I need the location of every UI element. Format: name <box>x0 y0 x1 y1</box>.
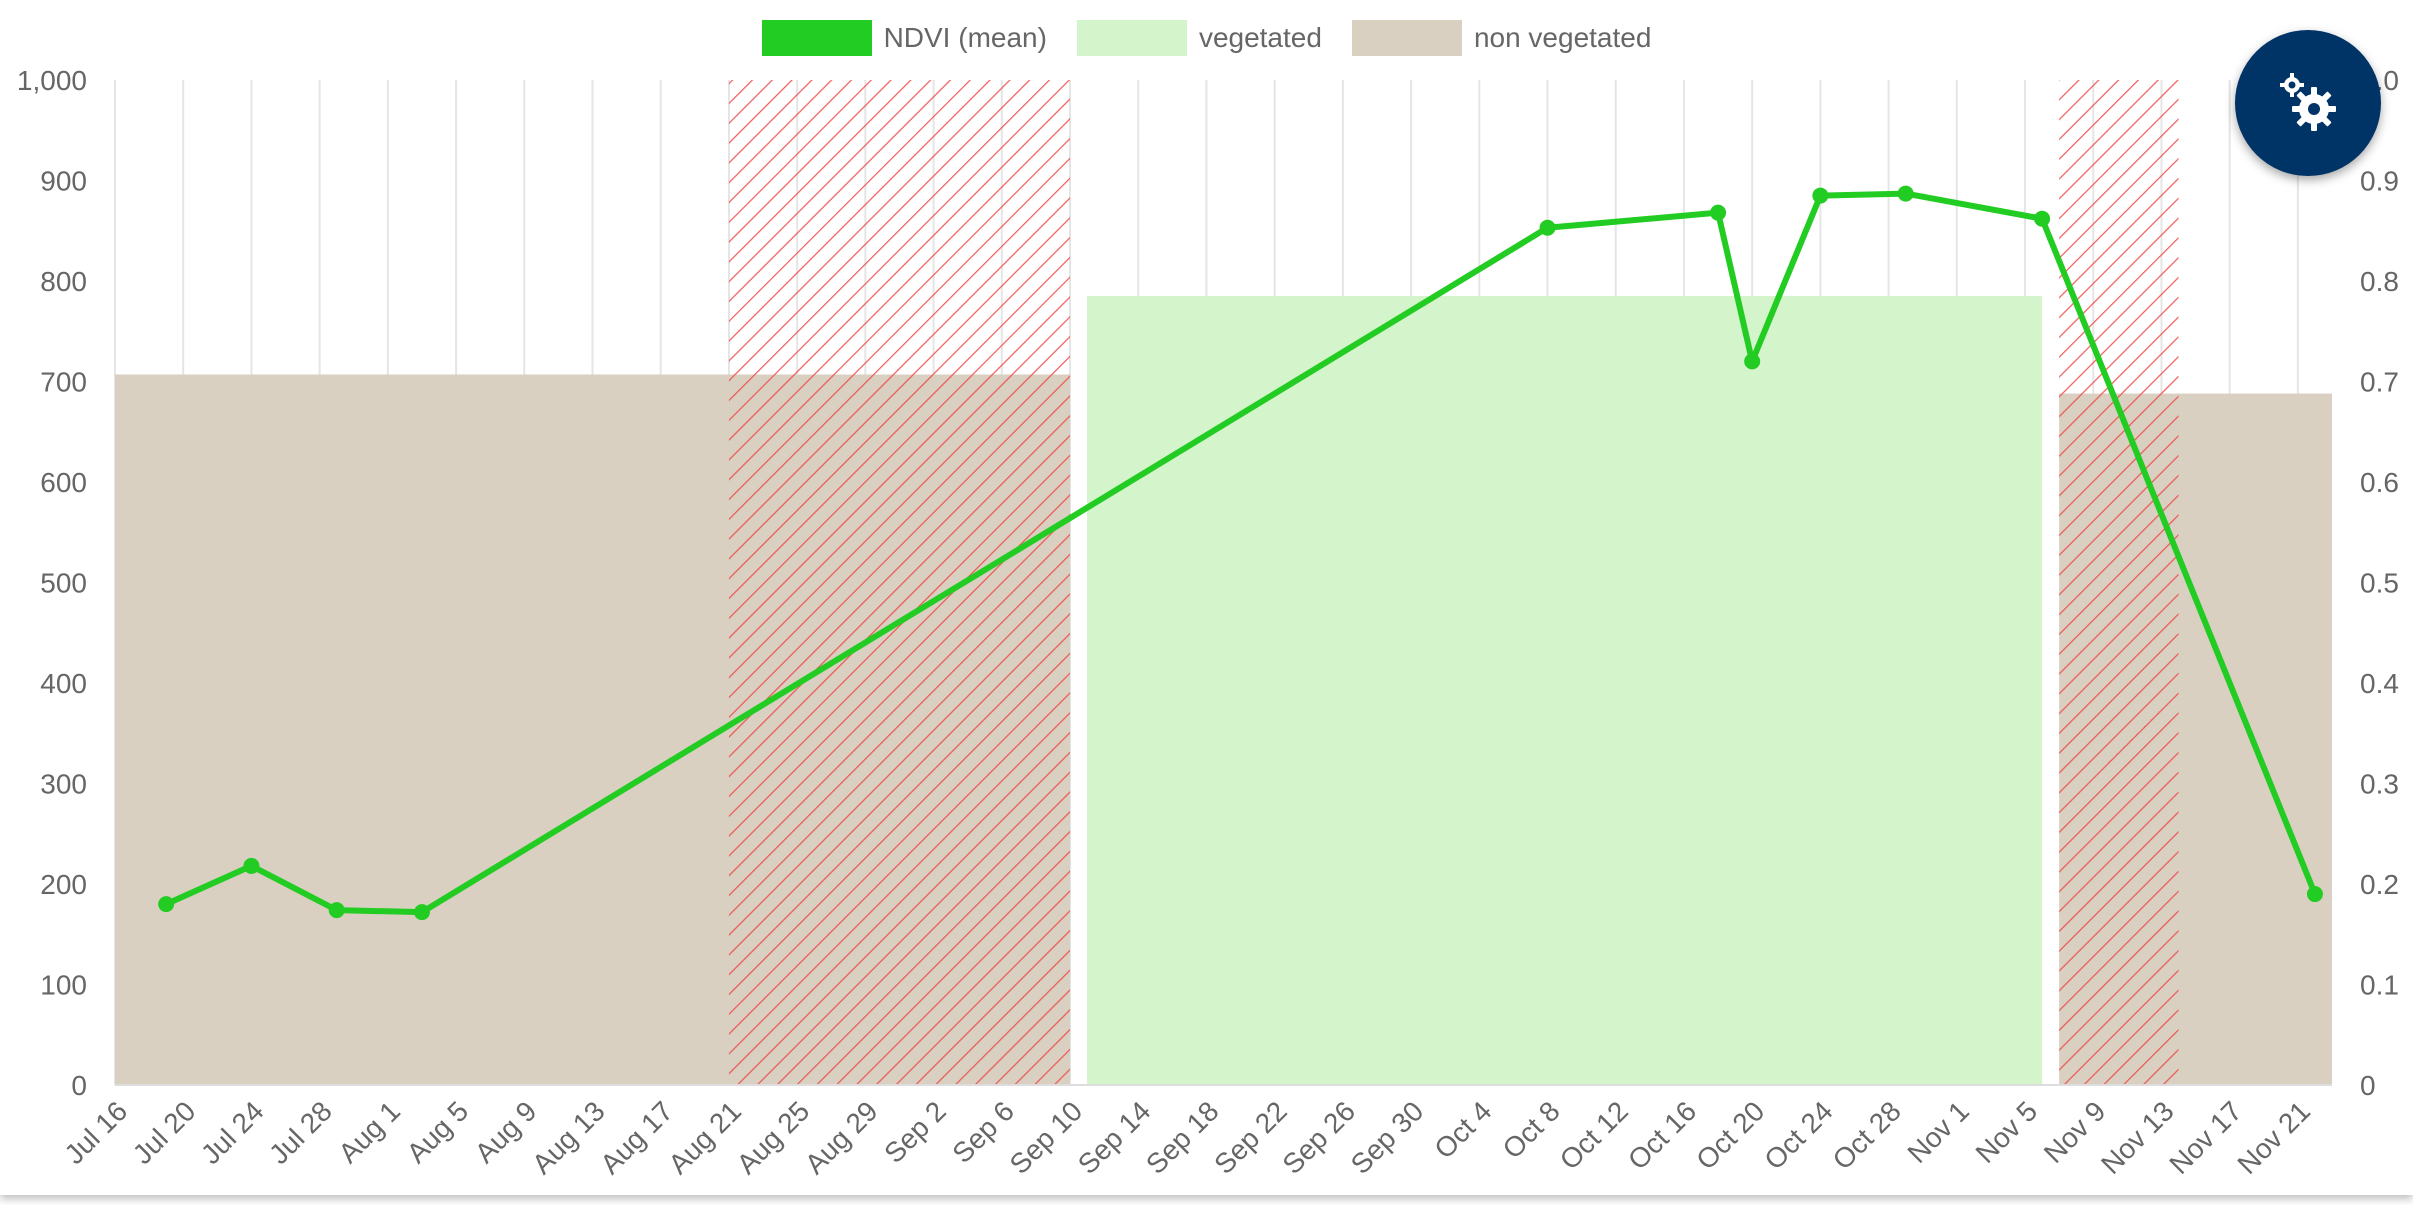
x-tick-label: Sep 10 <box>1004 1095 1089 1180</box>
y-right-tick-label: 0.1 <box>2360 970 2399 1001</box>
ndvi-point <box>243 857 260 874</box>
gears-icon <box>2280 73 2336 131</box>
area-layer <box>115 296 2332 1086</box>
legend-label-ndvi: NDVI (mean) <box>883 22 1047 53</box>
x-tick-label: Jul 24 <box>195 1095 270 1170</box>
x-tick-label: Sep 26 <box>1276 1095 1361 1180</box>
y-left-tick-label: 600 <box>40 467 87 498</box>
x-tick-label: Aug 29 <box>799 1095 884 1180</box>
hatch-layer <box>728 80 2179 1085</box>
x-tick-label: Oct 12 <box>1554 1095 1634 1175</box>
y-left-tick-label: 0 <box>71 1070 87 1101</box>
x-tick-label: Sep 14 <box>1072 1095 1157 1180</box>
x-tick-label: Aug 17 <box>594 1095 679 1180</box>
legend-label-vegetated: vegetated <box>1198 22 1322 53</box>
ndvi-point <box>2306 886 2323 903</box>
x-tick-label: Nov 5 <box>1970 1095 2044 1169</box>
settings-button[interactable] <box>2235 30 2381 176</box>
y-right-tick-label: 0.3 <box>2360 769 2399 800</box>
x-tick-label: Oct 20 <box>1690 1095 1770 1175</box>
x-tick-label: Sep 30 <box>1345 1095 1430 1180</box>
x-tick-label: Oct 4 <box>1428 1095 1497 1164</box>
y-left-tick-label: 1,000 <box>17 65 87 96</box>
chart-legend: NDVI (mean) vegetated non vegetated <box>0 20 2413 56</box>
x-tick-label: Nov 13 <box>2095 1095 2180 1180</box>
ndvi-point <box>1812 187 1829 204</box>
ndvi-point <box>1539 219 1556 236</box>
x-tick-label: Nov 21 <box>2231 1095 2316 1180</box>
x-tick-label: Aug 1 <box>332 1095 406 1169</box>
legend-swatch-non-vegetated <box>1351 20 1462 56</box>
x-tick-label: Nov 1 <box>1901 1095 1975 1169</box>
ndvi-point <box>1744 353 1761 370</box>
y-right-tick-label: 0.2 <box>2360 869 2399 900</box>
ndvi-point <box>413 904 430 921</box>
x-tick-label: Aug 5 <box>401 1095 475 1169</box>
x-tick-label: Aug 25 <box>731 1095 816 1180</box>
legend-label-non-vegetated: non vegetated <box>1473 22 1652 53</box>
x-tick-label: Jul 28 <box>263 1095 338 1170</box>
x-tick-label: Sep 22 <box>1208 1095 1293 1180</box>
hatched-range <box>728 80 1071 1085</box>
x-tick-label: Oct 16 <box>1622 1095 1702 1175</box>
x-tick-label: Jul 20 <box>127 1095 202 1170</box>
ndvi-point <box>1710 204 1727 221</box>
ndvi-point <box>1897 185 1914 202</box>
y-left-tick-label: 800 <box>40 266 87 297</box>
legend-swatch-vegetated <box>1076 20 1187 56</box>
y-right-tick-label: 0.5 <box>2360 568 2399 599</box>
ndvi-point <box>158 896 175 913</box>
x-tick-label: Oct 24 <box>1758 1095 1838 1175</box>
vegetated-area <box>1087 296 2043 1085</box>
y-left-tick-label: 300 <box>40 769 87 800</box>
legend-item-vegetated[interactable]: vegetated <box>1076 20 1322 56</box>
y-left-tick-label: 700 <box>40 367 87 398</box>
y-right-tick-label: 0.4 <box>2360 668 2399 699</box>
x-tick-label: Jul 16 <box>58 1095 133 1170</box>
y-right-tick-label: 0.9 <box>2360 166 2399 197</box>
y-left-tick-label: 100 <box>40 970 87 1001</box>
ndvi-point <box>328 902 345 919</box>
y-right-tick-label: 0.7 <box>2360 367 2399 398</box>
line-layer <box>158 185 2323 921</box>
x-tick-label: Sep 18 <box>1140 1095 1225 1180</box>
y-left-tick-label: 200 <box>40 869 87 900</box>
legend-swatch-ndvi <box>761 20 872 56</box>
y-right-tick-label: 0.6 <box>2360 467 2399 498</box>
y-left-tick-label: 400 <box>40 668 87 699</box>
x-tick-label: Nov 17 <box>2163 1095 2248 1180</box>
y-right-tick-label: 0 <box>2360 1070 2376 1101</box>
hatched-range <box>2059 80 2179 1085</box>
y-left-tick-label: 500 <box>40 568 87 599</box>
y-left-tick-label: 900 <box>40 166 87 197</box>
y-right-tick-label: 0.8 <box>2360 266 2399 297</box>
legend-item-ndvi[interactable]: NDVI (mean) <box>761 20 1047 56</box>
legend-item-non-vegetated[interactable]: non vegetated <box>1351 20 1652 56</box>
ndvi-point <box>2034 210 2051 227</box>
x-tick-label: Aug 13 <box>526 1095 611 1180</box>
x-tick-label: Aug 21 <box>663 1095 748 1180</box>
x-tick-label: Sep 2 <box>878 1095 952 1169</box>
x-tick-label: Oct 28 <box>1827 1095 1907 1175</box>
